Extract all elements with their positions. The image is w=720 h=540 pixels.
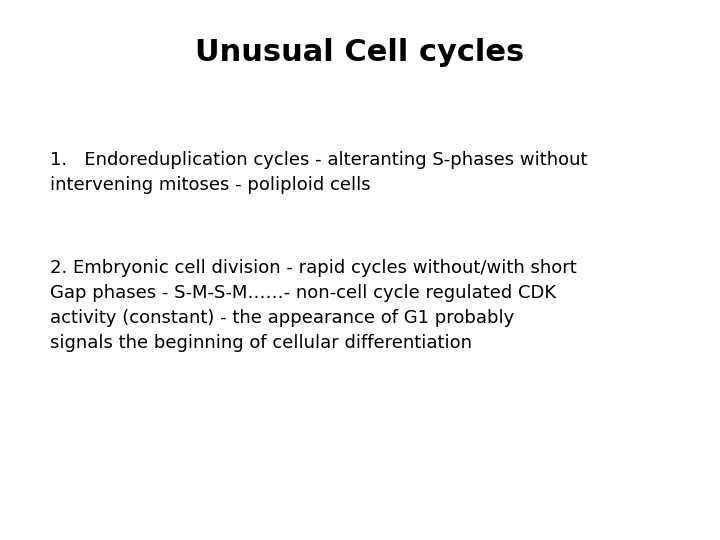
Text: 2. Embryonic cell division - rapid cycles without/with short
Gap phases - S-M-S-: 2. Embryonic cell division - rapid cycle… bbox=[50, 259, 577, 352]
Text: 1.   Endoreduplication cycles - alteranting S-phases without
intervening mitoses: 1. Endoreduplication cycles - alterantin… bbox=[50, 151, 588, 194]
Text: Unusual Cell cycles: Unusual Cell cycles bbox=[195, 38, 525, 67]
